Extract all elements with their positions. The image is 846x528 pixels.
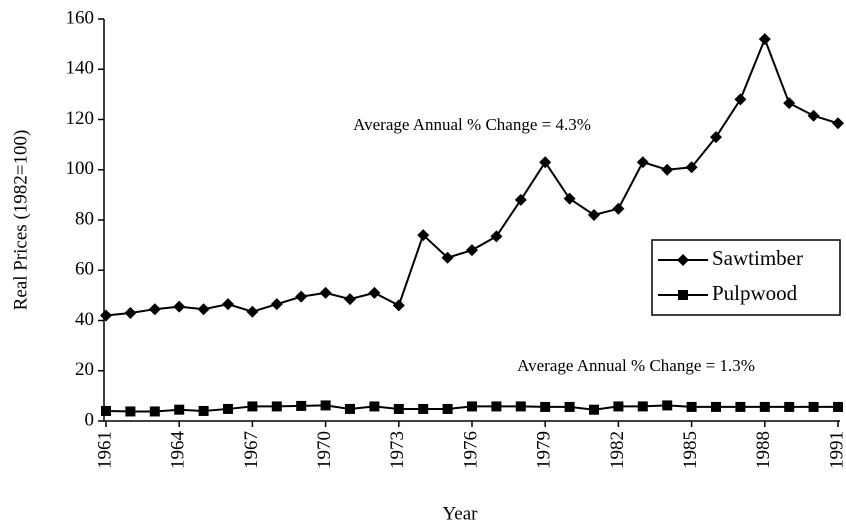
y-tick-label: 160 [66,7,95,28]
marker [296,400,307,411]
x-tick-label: 1973 [387,431,408,469]
marker [490,230,503,243]
x-tick-label: 1976 [460,431,481,469]
marker [393,403,404,414]
x-tick-label: 1991 [826,431,846,469]
y-tick-label: 40 [75,309,94,330]
marker [710,131,722,144]
marker [368,286,381,299]
marker [807,109,820,122]
marker [613,401,624,412]
marker [662,400,673,411]
marker [392,299,405,312]
marker [344,293,356,306]
x-tick-label: 1964 [168,431,189,470]
marker [101,405,111,416]
x-tick-label: 1967 [241,431,262,469]
y-tick-label: 140 [66,58,95,79]
marker [734,93,747,106]
marker [758,33,771,46]
marker [271,401,282,412]
marker [833,401,843,412]
legend-label: Pulpwood [712,281,798,305]
marker [295,290,308,303]
marker [442,403,453,414]
x-tick-label: 1970 [314,431,335,469]
x-tick-label: 1961 [94,431,115,469]
marker [735,401,746,412]
y-tick-label: 120 [66,108,95,129]
marker [320,400,331,411]
marker [589,404,599,415]
annotation: Average Annual % Change = 4.3% [353,115,591,134]
marker [174,404,185,415]
marker [637,401,648,412]
marker [198,405,209,416]
marker [539,156,552,169]
legend-box [651,239,841,316]
marker [417,229,430,242]
y-tick-label: 20 [75,359,94,380]
marker [678,290,688,300]
marker [246,305,259,318]
legend-label: Sawtimber [712,246,803,270]
x-tick-label: 1985 [680,431,701,469]
y-tick-label: 0 [85,409,95,430]
marker [808,401,819,412]
marker [270,298,283,311]
y-axis-label: Real Prices (1982=100) [10,130,31,311]
marker [222,298,234,311]
y-tick-label: 100 [66,158,95,179]
marker [783,97,796,110]
y-tick-label: 60 [75,259,94,280]
marker [418,403,429,414]
marker [148,303,161,316]
marker [491,401,502,412]
marker [466,244,478,257]
marker [247,401,258,412]
marker [612,202,625,215]
annotation: Average Annual % Change = 1.3% [517,356,755,375]
marker [685,161,698,174]
marker [514,193,527,206]
marker [197,303,210,316]
y-tick-label: 80 [75,208,94,229]
marker [173,300,186,313]
marker [563,192,576,205]
x-tick-label: 1982 [607,431,628,469]
marker [124,306,137,319]
marker [711,401,721,412]
x-axis-label: Year [442,503,478,524]
marker [223,403,233,414]
marker [686,401,697,412]
marker [784,401,795,412]
marker [441,251,454,264]
marker [636,156,649,169]
marker [149,406,160,417]
marker [125,406,136,417]
x-tick-label: 1988 [753,431,774,469]
marker [759,401,770,412]
marker [832,117,844,130]
marker [677,254,689,266]
marker [515,401,526,412]
marker [564,401,575,412]
marker [540,401,551,412]
marker [319,286,332,299]
marker [467,401,477,412]
marker [661,163,674,176]
marker [369,401,380,412]
marker [588,208,600,221]
marker [100,309,112,322]
x-tick-label: 1979 [534,431,555,469]
marker [345,403,355,414]
